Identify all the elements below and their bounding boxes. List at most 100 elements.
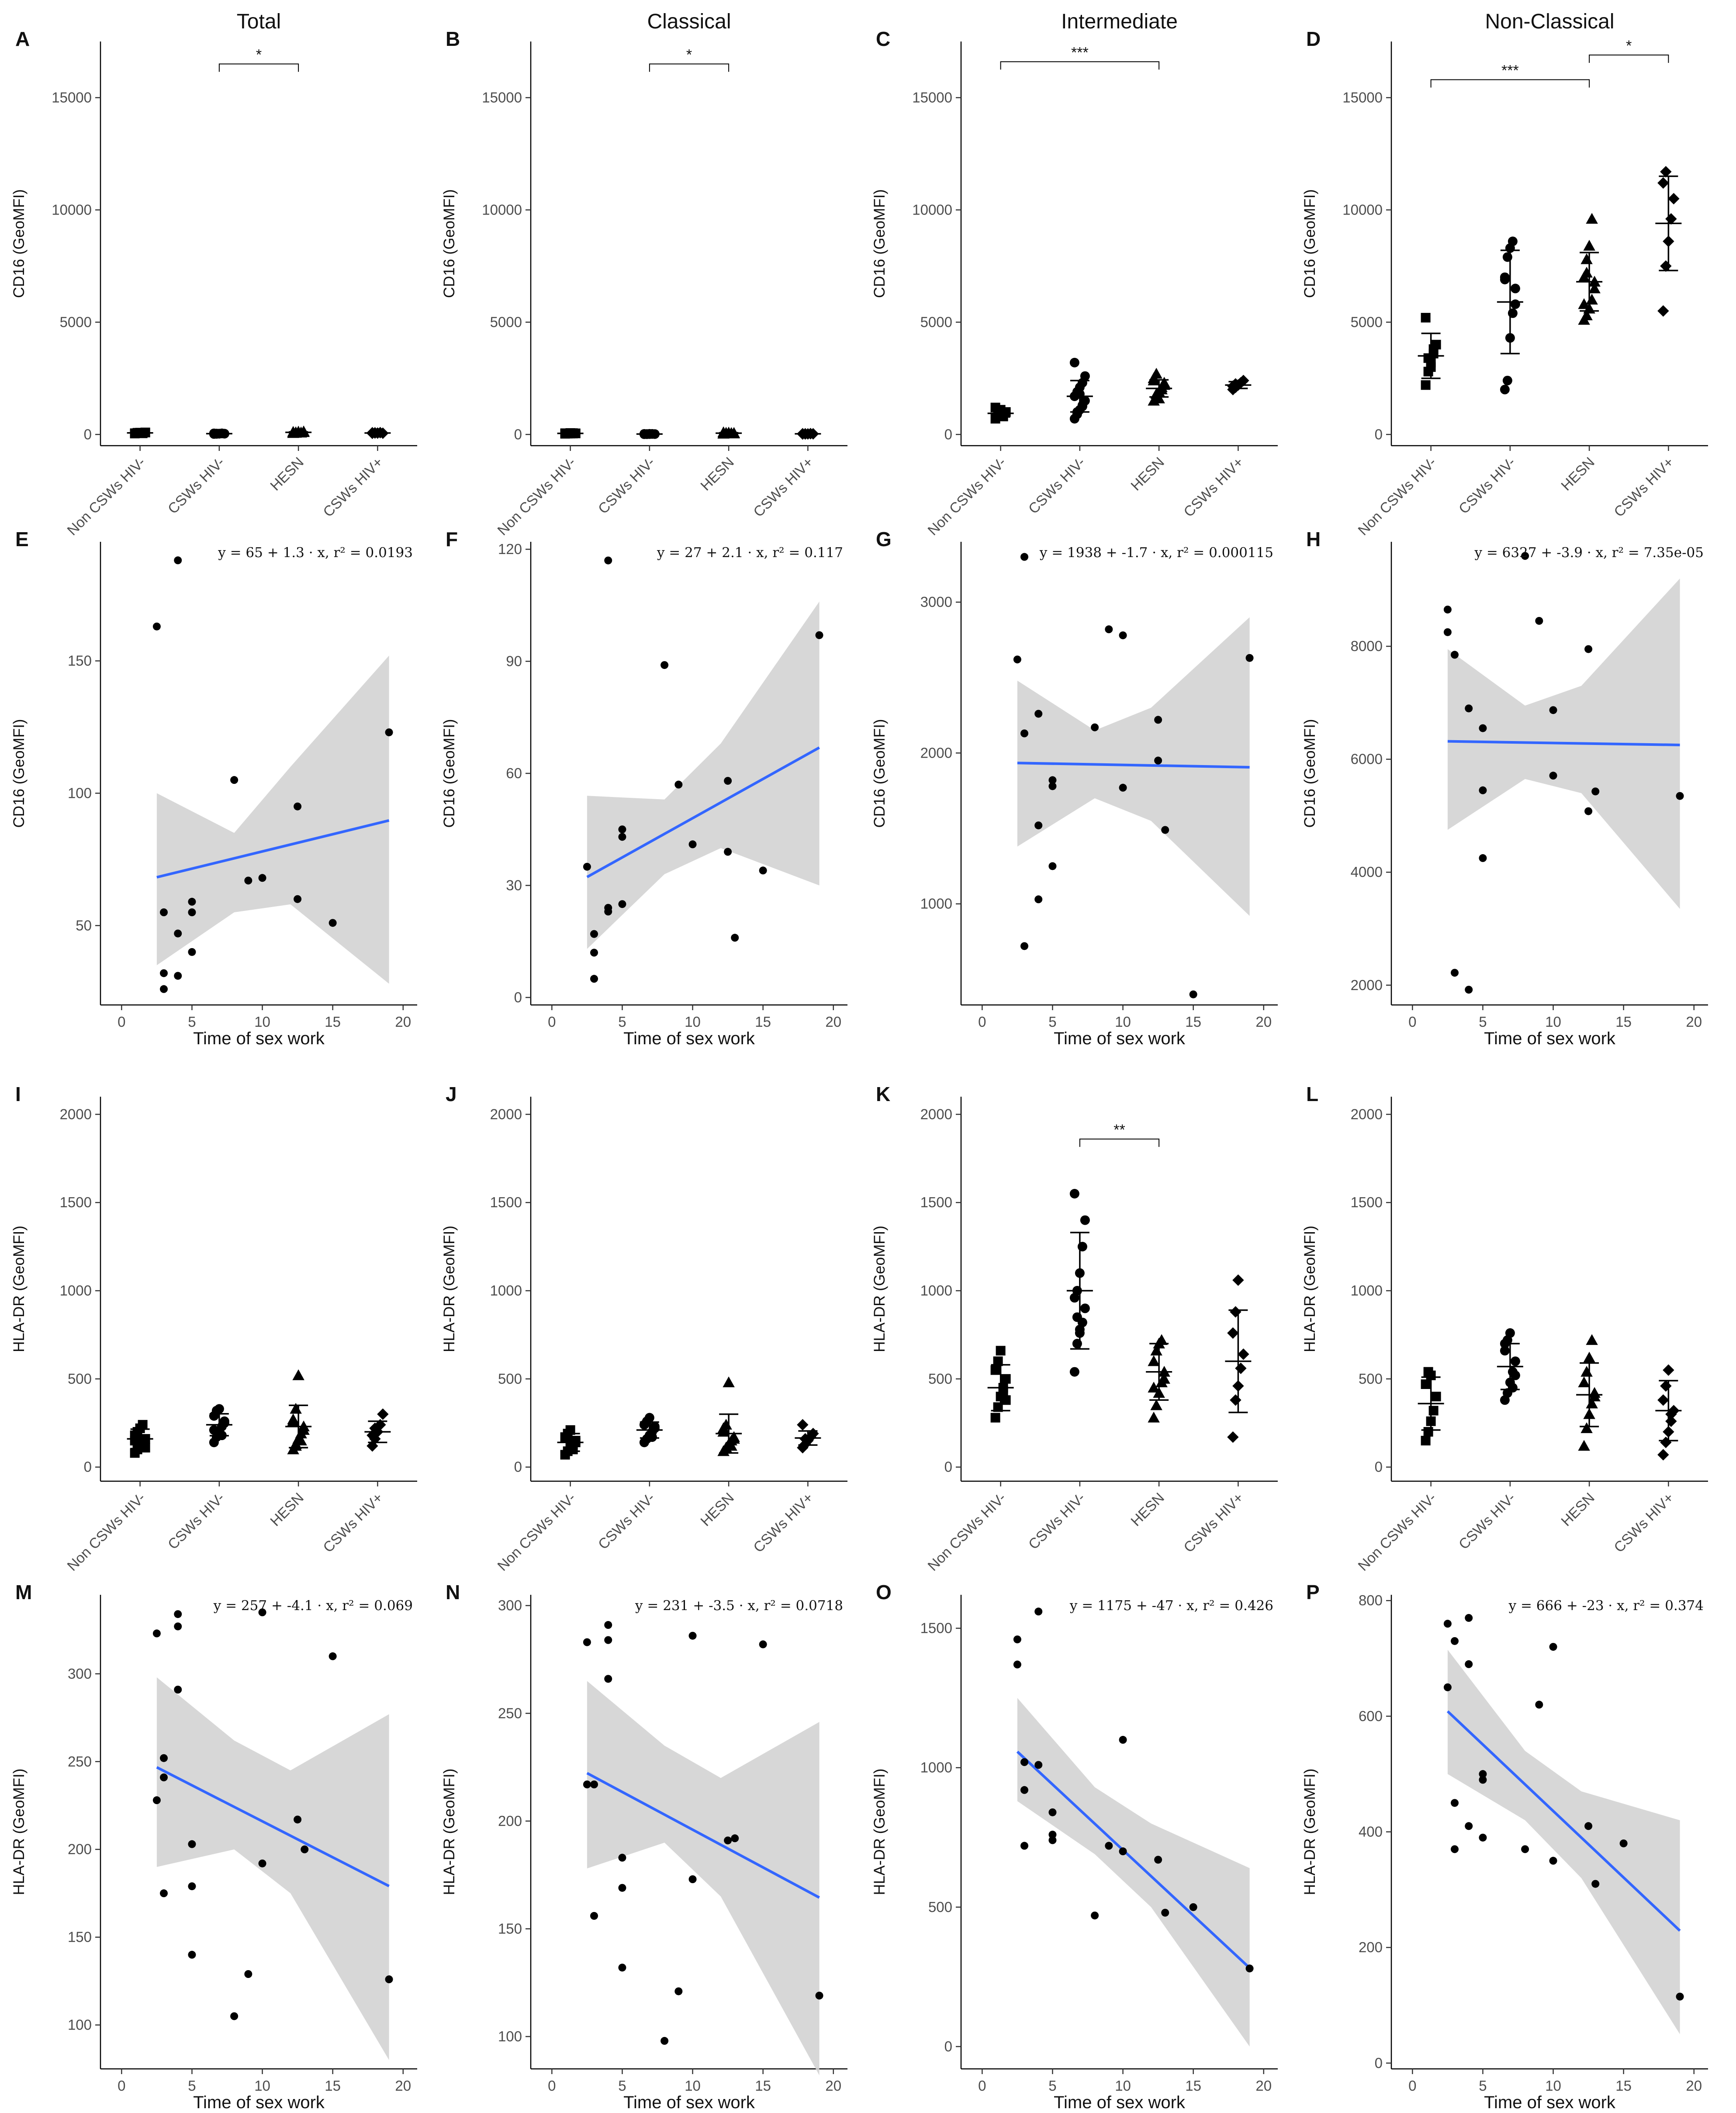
data-point bbox=[688, 1875, 697, 1883]
data-point bbox=[1227, 1431, 1239, 1443]
data-point bbox=[1580, 309, 1593, 320]
data-point bbox=[1148, 1382, 1160, 1393]
data-point bbox=[1238, 1348, 1249, 1360]
y-tick-label: 100 bbox=[68, 2017, 92, 2033]
x-category-label: Non CSWs HIV- bbox=[924, 1489, 1009, 1574]
significance-label: *** bbox=[1071, 44, 1089, 61]
data-point bbox=[377, 1408, 389, 1420]
x-category-label: Non CSWs HIV- bbox=[1355, 454, 1439, 538]
y-tick-label: 0 bbox=[1375, 1459, 1383, 1475]
data-point bbox=[287, 1415, 299, 1426]
x-tick-label: 15 bbox=[755, 1014, 771, 1030]
data-point bbox=[258, 1608, 266, 1617]
data-point bbox=[1521, 552, 1529, 560]
data-point bbox=[604, 556, 612, 565]
data-point bbox=[1584, 645, 1593, 653]
data-point bbox=[604, 908, 612, 916]
data-point bbox=[1013, 1660, 1021, 1669]
y-tick-label: 100 bbox=[68, 785, 92, 801]
y-tick-label: 300 bbox=[68, 1666, 92, 1682]
panel-title: Non-Classical bbox=[1485, 10, 1614, 33]
y-tick-label: 4000 bbox=[1351, 864, 1383, 880]
group-3 bbox=[716, 426, 742, 439]
data-point bbox=[1508, 236, 1518, 246]
y-axis-title: HLA-DR (GeoMFI) bbox=[441, 1769, 458, 1895]
data-point bbox=[1479, 724, 1487, 732]
regression-equation: y = 27 + 2.1 · x, r² = 0.117 bbox=[657, 545, 843, 561]
x-tick-label: 20 bbox=[1686, 1014, 1702, 1030]
data-point bbox=[188, 897, 196, 906]
group-3 bbox=[1576, 1334, 1603, 1451]
panel-letter: L bbox=[1306, 1083, 1318, 1105]
panel-o: O 0 500 1000 1500 HLA-DR (GeoMFI) 0 5 10 15 20 Time… bbox=[871, 1581, 1278, 2112]
y-tick-label: 30 bbox=[506, 877, 522, 893]
group-4 bbox=[795, 1419, 821, 1454]
data-point bbox=[1119, 631, 1127, 640]
x-category-label: HESN bbox=[267, 454, 307, 494]
x-category-label: CSWs HIV- bbox=[1456, 1489, 1518, 1552]
significance-label: *** bbox=[1501, 62, 1519, 79]
x-tick-label: 10 bbox=[685, 1014, 701, 1030]
data-point bbox=[1080, 1303, 1090, 1313]
x-category-label: CSWs HIV- bbox=[165, 1489, 228, 1552]
data-point bbox=[1119, 1847, 1127, 1856]
confidence-band bbox=[1017, 1698, 1250, 2047]
data-point bbox=[1451, 969, 1459, 977]
data-point bbox=[1510, 1370, 1520, 1380]
x-tick-label: 5 bbox=[1048, 2078, 1056, 2094]
y-tick-label: 800 bbox=[1359, 1592, 1383, 1608]
data-point bbox=[1665, 1408, 1677, 1420]
data-point bbox=[1521, 1845, 1529, 1853]
data-point bbox=[1535, 1701, 1543, 1709]
data-point bbox=[1588, 282, 1601, 294]
group-2 bbox=[636, 429, 663, 439]
data-point bbox=[130, 1436, 140, 1446]
panel-letter: J bbox=[446, 1083, 457, 1105]
data-point bbox=[1657, 305, 1669, 317]
regression-line bbox=[156, 1766, 390, 1888]
data-point bbox=[797, 1442, 809, 1454]
data-point bbox=[1154, 1856, 1162, 1864]
y-tick-label: 15000 bbox=[52, 89, 92, 105]
panel-g: G 1000 2000 3000 CD16 (GeoMFI) 0 5 10 15 20 Time o… bbox=[871, 528, 1278, 1048]
regression-line bbox=[586, 1772, 820, 1899]
x-category-label: CSWs HIV- bbox=[1025, 1489, 1088, 1552]
data-point bbox=[583, 1638, 591, 1646]
data-point bbox=[329, 919, 337, 927]
data-point bbox=[1465, 986, 1473, 994]
y-tick-label: 100 bbox=[498, 2028, 522, 2044]
y-tick-label: 150 bbox=[68, 653, 92, 669]
data-point bbox=[174, 929, 182, 938]
data-point bbox=[728, 1433, 740, 1444]
x-category-label: CSWs HIV+ bbox=[750, 1489, 816, 1555]
data-point bbox=[1238, 374, 1249, 387]
panel-n: N 100 150 200 250 300 HLA-DR (GeoMFI) 0 5 10 15 20 T… bbox=[441, 1581, 847, 2112]
panel-letter: O bbox=[876, 1581, 892, 1604]
data-point bbox=[990, 1365, 1000, 1375]
data-point bbox=[329, 1652, 337, 1660]
x-tick-label: 0 bbox=[1408, 1014, 1416, 1030]
group-1 bbox=[557, 1425, 584, 1460]
y-tick-label: 6000 bbox=[1351, 751, 1383, 767]
data-point bbox=[1020, 553, 1028, 561]
data-point bbox=[1034, 1761, 1043, 1769]
data-point bbox=[1443, 1620, 1452, 1628]
panel-letter: G bbox=[876, 528, 892, 551]
x-category-label: HESN bbox=[697, 1489, 737, 1529]
significance-bracket bbox=[1430, 79, 1590, 88]
y-tick-label: 250 bbox=[498, 1705, 522, 1721]
data-point bbox=[1421, 313, 1431, 323]
y-axis-title: HLA-DR (GeoMFI) bbox=[1301, 1226, 1318, 1352]
y-axis-title: CD16 (GeoMFI) bbox=[871, 189, 888, 298]
y-tick-label: 200 bbox=[498, 1813, 522, 1829]
x-axis-title: Time of sex work bbox=[1054, 2093, 1186, 2112]
data-point bbox=[294, 895, 302, 903]
y-tick-label: 15000 bbox=[912, 89, 952, 105]
x-axis-title: Time of sex work bbox=[193, 2093, 325, 2112]
data-point bbox=[1465, 1822, 1473, 1830]
data-point bbox=[1235, 1362, 1247, 1374]
y-tick-label: 0 bbox=[514, 1459, 522, 1475]
y-tick-label: 2000 bbox=[920, 745, 952, 761]
data-point bbox=[1150, 367, 1162, 379]
x-category-label: CSWs HIV+ bbox=[1180, 1489, 1246, 1555]
